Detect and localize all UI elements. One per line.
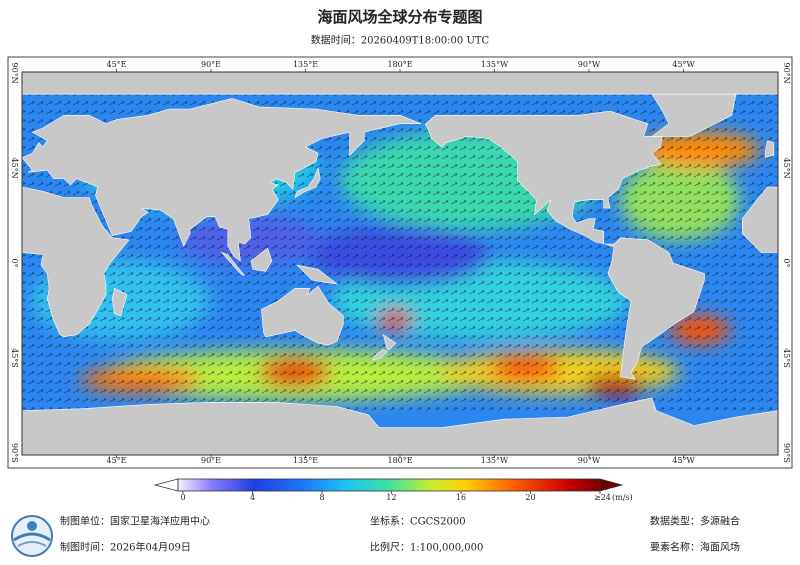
landmass <box>22 397 778 455</box>
landmass <box>22 72 778 95</box>
landmass <box>296 264 339 285</box>
landmass <box>220 251 245 276</box>
landmass <box>250 247 273 272</box>
right-lat-label: 90°N <box>782 63 791 84</box>
map-date: 制图时间：2026年04月09日 <box>60 541 191 554</box>
landmass <box>111 287 128 317</box>
outer-frame <box>7 56 793 469</box>
left-lat-label: 45°S <box>10 348 19 368</box>
top-lon-label: 135°W <box>481 60 509 69</box>
colorbar-max-label: ≥24 <box>594 493 611 502</box>
data-type: 数据类型：多源融合 <box>650 515 740 528</box>
top-lon-label: 90°W <box>578 60 601 69</box>
left-lat-label: 0° <box>10 258 19 267</box>
colorbar-tick-label: 16 <box>456 493 466 502</box>
landmass <box>382 333 397 350</box>
landmass <box>261 285 344 346</box>
landmass <box>607 237 705 380</box>
element: 要素名称：海面风场 <box>650 541 740 554</box>
land <box>22 72 778 455</box>
right-lat-label: 45°N <box>782 157 791 178</box>
colorbar-unit: (m/s) <box>612 493 633 502</box>
bottom-lon-label: 135°W <box>481 456 509 465</box>
top-lon-label: 90°E <box>201 60 221 69</box>
right-lat-label: 0° <box>782 258 791 267</box>
right-lat-label: 90°S <box>782 443 791 463</box>
colorbar-tick-label: 0 <box>180 493 185 502</box>
left-lat-label: 90°S <box>10 443 19 463</box>
right-lat-label: 45°S <box>782 348 791 368</box>
top-lon-label: 180°E <box>387 60 412 69</box>
logo <box>11 515 53 557</box>
scale: 比例尺：1:100,000,000 <box>370 541 483 554</box>
colorbar: 0 4 8 12 16 20 ≥24 (m/s) <box>153 478 633 502</box>
landmass <box>22 98 422 262</box>
bottom-lon-label: 90°E <box>201 456 221 465</box>
top-lon-label: 45°E <box>106 60 126 69</box>
bottom-lon-label: 180°E <box>387 456 412 465</box>
landmass <box>651 93 737 137</box>
landmass <box>742 186 778 253</box>
producer: 制图单位：国家卫星海洋应用中心 <box>60 515 210 528</box>
bottom-lon-label: 45°E <box>106 456 126 465</box>
top-lon-label: 45°W <box>672 60 695 69</box>
left-lat-label: 45°N <box>10 157 19 178</box>
data-time: 数据时间：20260409T18:00:00 UTC <box>311 34 490 47</box>
bottom-lon-label: 135°E <box>293 456 318 465</box>
colorbar-tick-label: 20 <box>525 493 535 502</box>
colorbar-ramp <box>177 478 601 492</box>
top-lon-label: 135°E <box>293 60 318 69</box>
colorbar-tick-label: 8 <box>319 493 324 502</box>
bottom-lon-label: 90°W <box>578 456 601 465</box>
map-body <box>22 72 778 455</box>
colorbar-tick-label: 12 <box>386 493 396 502</box>
crs: 坐标系：CGCS2000 <box>370 516 466 528</box>
map-title: 海面风场全球分布专题图 <box>317 8 482 26</box>
landmass <box>22 186 130 338</box>
landmass <box>294 167 321 199</box>
colorbar-tick-label: 4 <box>250 493 255 502</box>
colorbar-low-cap <box>153 478 179 492</box>
left-lat-label: 90°N <box>10 63 19 84</box>
colorbar-high-cap <box>599 478 624 492</box>
landmass <box>765 140 775 158</box>
landmass <box>372 349 388 361</box>
landmass <box>424 110 663 247</box>
bottom-lon-label: 45°W <box>672 456 695 465</box>
